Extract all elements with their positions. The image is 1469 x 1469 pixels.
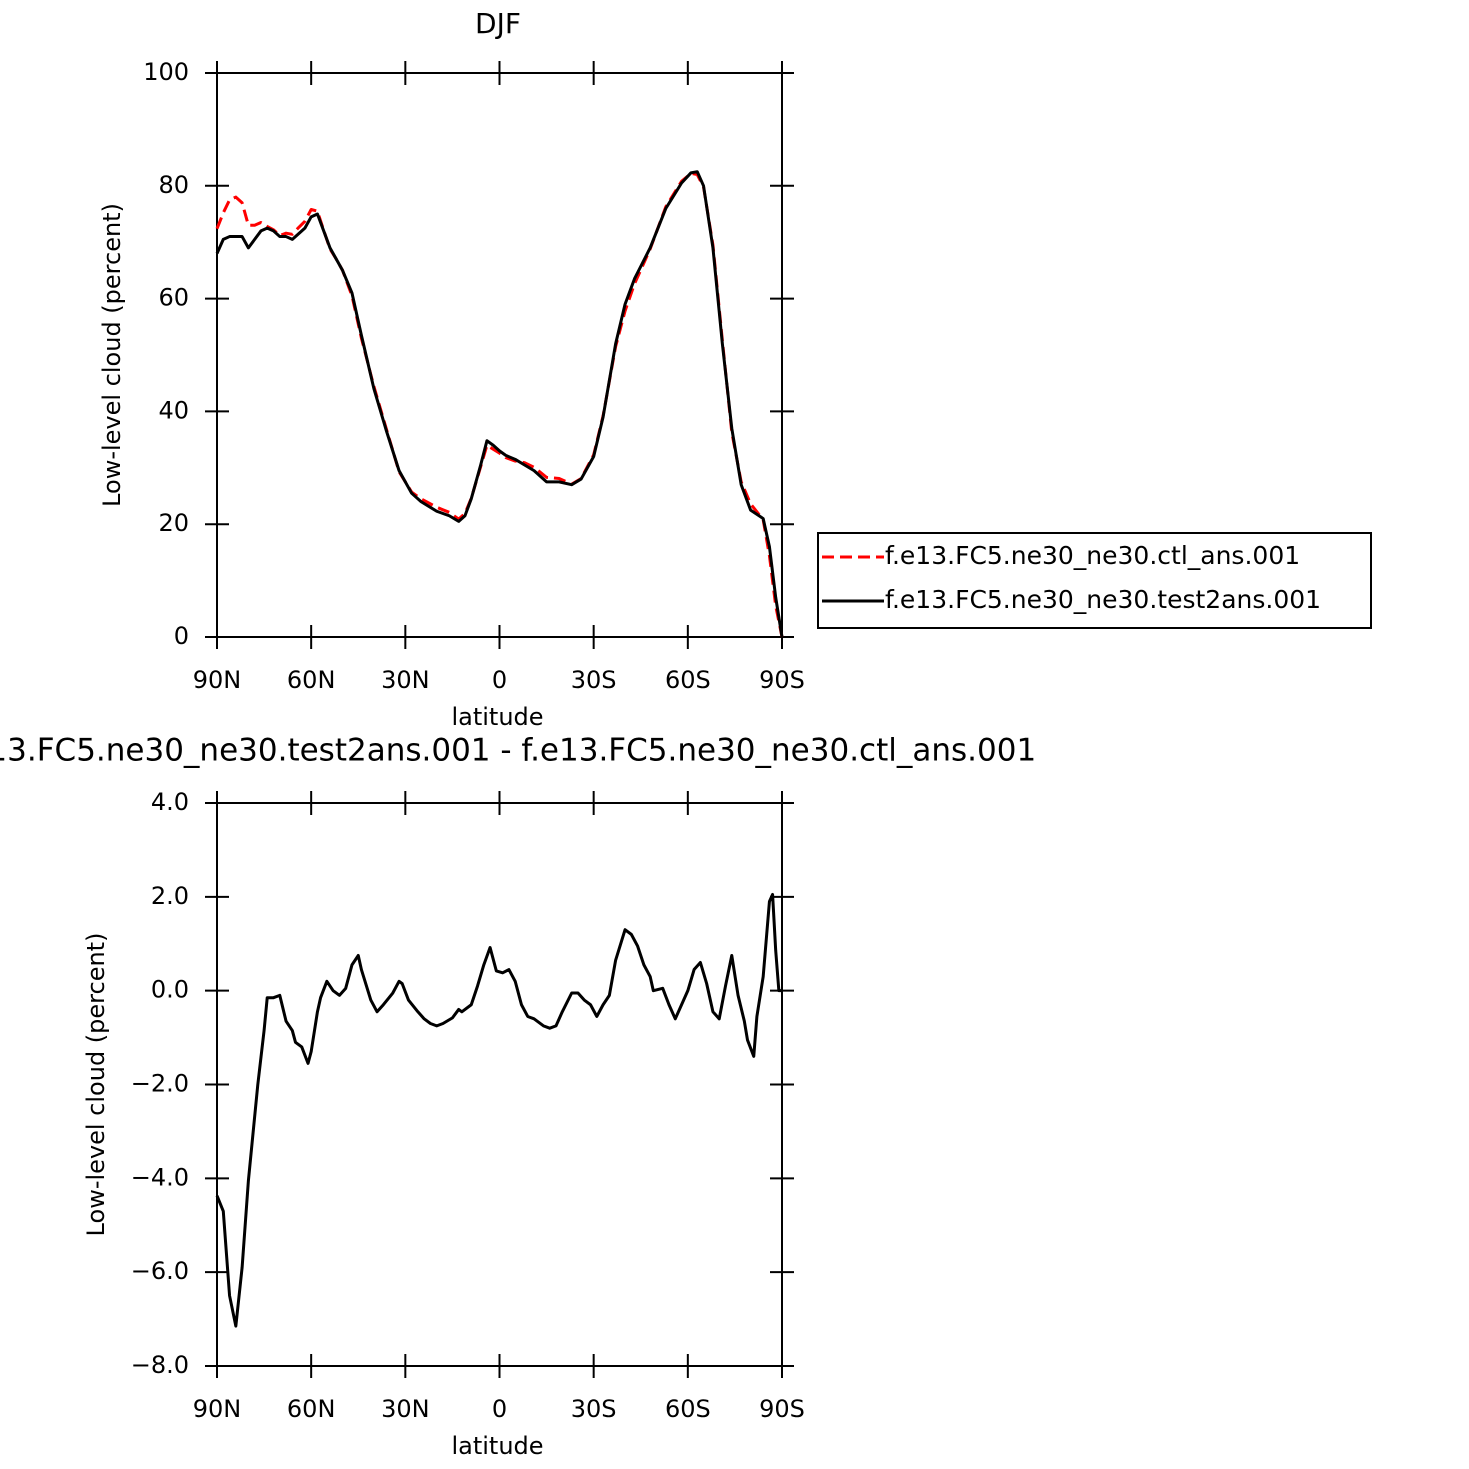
y-axis-label: Low-level cloud (percent) [82, 933, 110, 1237]
y-tick-label: 60 [158, 284, 189, 312]
chart-title: f.e13.FC5.ne30_ne30.test2ans.001 - f.e13… [0, 733, 1036, 769]
legend-label: f.e13.FC5.ne30_ne30.test2ans.001 [885, 585, 1321, 614]
x-axis-label: latitude [451, 703, 543, 731]
y-tick-label: 2.0 [151, 882, 189, 910]
x-tick-label: 60S [665, 1395, 711, 1423]
y-tick-label: −8.0 [131, 1351, 189, 1379]
y-tick-label: −4.0 [131, 1163, 189, 1191]
y-tick-label: 4.0 [151, 788, 189, 816]
x-tick-label: 30N [381, 1395, 430, 1423]
y-tick-label: 40 [158, 396, 189, 424]
data-line [215, 170, 784, 638]
y-tick-label: 80 [158, 171, 189, 199]
x-tick-label: 60S [665, 666, 711, 694]
x-tick-label: 90N [193, 666, 242, 694]
x-tick-label: 60N [287, 1395, 336, 1423]
data-line [215, 171, 784, 638]
legend-box [817, 532, 1372, 629]
x-tick-label: 90S [759, 1395, 805, 1423]
y-tick-label: −6.0 [131, 1257, 189, 1285]
y-tick-label: 20 [158, 509, 189, 537]
y-tick-label: −2.0 [131, 1070, 189, 1098]
plot-frame [216, 802, 783, 1367]
y-tick-label: 100 [143, 58, 189, 86]
x-tick-label: 30S [571, 666, 617, 694]
legend-label: f.e13.FC5.ne30_ne30.ctl_ans.001 [885, 541, 1300, 570]
data-line [215, 892, 782, 1328]
x-tick-label: 90N [193, 1395, 242, 1423]
x-tick-label: 0 [492, 666, 507, 694]
y-tick-label: 0.0 [151, 976, 189, 1004]
x-tick-label: 60N [287, 666, 336, 694]
y-axis-label: Low-level cloud (percent) [98, 203, 126, 507]
x-tick-label: 90S [759, 666, 805, 694]
x-tick-label: 0 [492, 1395, 507, 1423]
x-axis-label: latitude [451, 1432, 543, 1460]
plot-frame [216, 72, 783, 638]
x-tick-label: 30N [381, 666, 430, 694]
y-tick-label: 0 [174, 622, 189, 650]
x-tick-label: 30S [571, 1395, 617, 1423]
chart-title: DJF [475, 7, 521, 40]
